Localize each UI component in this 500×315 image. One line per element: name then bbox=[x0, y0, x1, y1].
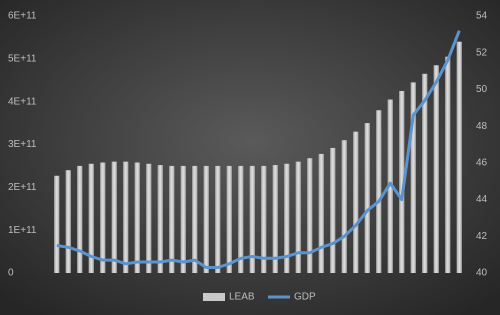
y2-tick-label: 50 bbox=[476, 84, 488, 95]
y2-tick-label: 42 bbox=[476, 231, 488, 242]
bar bbox=[307, 158, 313, 273]
line bbox=[56, 30, 461, 269]
bar bbox=[169, 165, 175, 273]
bar bbox=[100, 162, 106, 273]
bar bbox=[157, 165, 163, 273]
bar bbox=[410, 82, 416, 274]
y-tick-label: 0 bbox=[8, 268, 14, 279]
bar bbox=[65, 170, 71, 273]
y2-tick-label: 52 bbox=[476, 47, 488, 58]
bar bbox=[364, 123, 370, 273]
legend-label: LEAB bbox=[229, 292, 255, 303]
bar bbox=[330, 147, 336, 273]
bar bbox=[146, 163, 152, 273]
bar bbox=[318, 153, 324, 273]
y-tick-label: 4E+11 bbox=[8, 96, 37, 107]
bar bbox=[456, 41, 462, 274]
bar bbox=[111, 161, 117, 273]
bar bbox=[192, 165, 198, 273]
y2-tick-label: 48 bbox=[476, 121, 488, 132]
bar bbox=[295, 161, 301, 273]
bar bbox=[180, 165, 186, 273]
y2-tick-label: 46 bbox=[476, 157, 488, 168]
bar bbox=[399, 90, 405, 273]
bar bbox=[203, 165, 209, 273]
bar bbox=[54, 175, 60, 273]
bar bbox=[77, 165, 83, 273]
bar bbox=[445, 56, 451, 273]
bar bbox=[376, 110, 382, 273]
bar bbox=[261, 165, 267, 273]
bar bbox=[353, 131, 359, 273]
y2-tick-label: 40 bbox=[476, 268, 488, 279]
legend-swatch bbox=[203, 293, 225, 301]
bar bbox=[341, 140, 347, 273]
y-tick-label: 3E+11 bbox=[8, 139, 37, 150]
bar bbox=[433, 65, 439, 273]
bar bbox=[249, 165, 255, 273]
y-tick-label: 6E+11 bbox=[8, 11, 37, 22]
legend-label: GDP bbox=[294, 292, 316, 303]
bar bbox=[422, 73, 428, 273]
y2-tick-label: 44 bbox=[476, 194, 488, 205]
y-tick-label: 5E+11 bbox=[8, 53, 37, 64]
bar bbox=[284, 163, 290, 273]
bar bbox=[226, 165, 232, 273]
bar bbox=[238, 165, 244, 273]
bar bbox=[272, 165, 278, 273]
y2-tick-label: 54 bbox=[476, 11, 488, 22]
bar bbox=[134, 162, 140, 273]
y-tick-label: 1E+11 bbox=[8, 225, 37, 236]
bar bbox=[387, 99, 393, 274]
bar bbox=[123, 161, 129, 273]
y-tick-label: 2E+11 bbox=[8, 182, 37, 193]
bar bbox=[215, 165, 221, 273]
bar bbox=[88, 163, 94, 273]
